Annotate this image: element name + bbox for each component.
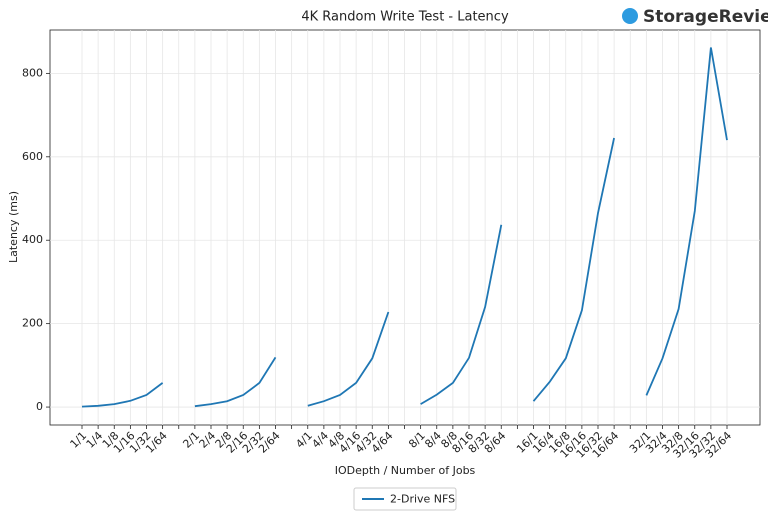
logo-text: StorageReview: [643, 7, 768, 27]
y-tick-label: 800: [22, 66, 43, 79]
legend: 2-Drive NFS: [353, 487, 457, 511]
y-tick-label: 200: [22, 317, 43, 330]
x-axis-label: IODepth / Number of Jobs: [335, 464, 476, 477]
y-axis-label: Latency (ms): [7, 191, 20, 263]
plot-frame: [49, 29, 761, 426]
y-tick-label: 0: [36, 400, 43, 413]
legend-label: 2-Drive NFS: [390, 493, 455, 506]
legend-box: [353, 487, 457, 511]
y-tick-label: 600: [22, 150, 43, 163]
logo-icon: [622, 8, 638, 24]
chart-title: 4K Random Write Test - Latency: [301, 10, 509, 25]
logo: StorageReview: [622, 7, 768, 27]
data-line: [81, 47, 728, 408]
y-tick-label: 400: [22, 233, 43, 246]
